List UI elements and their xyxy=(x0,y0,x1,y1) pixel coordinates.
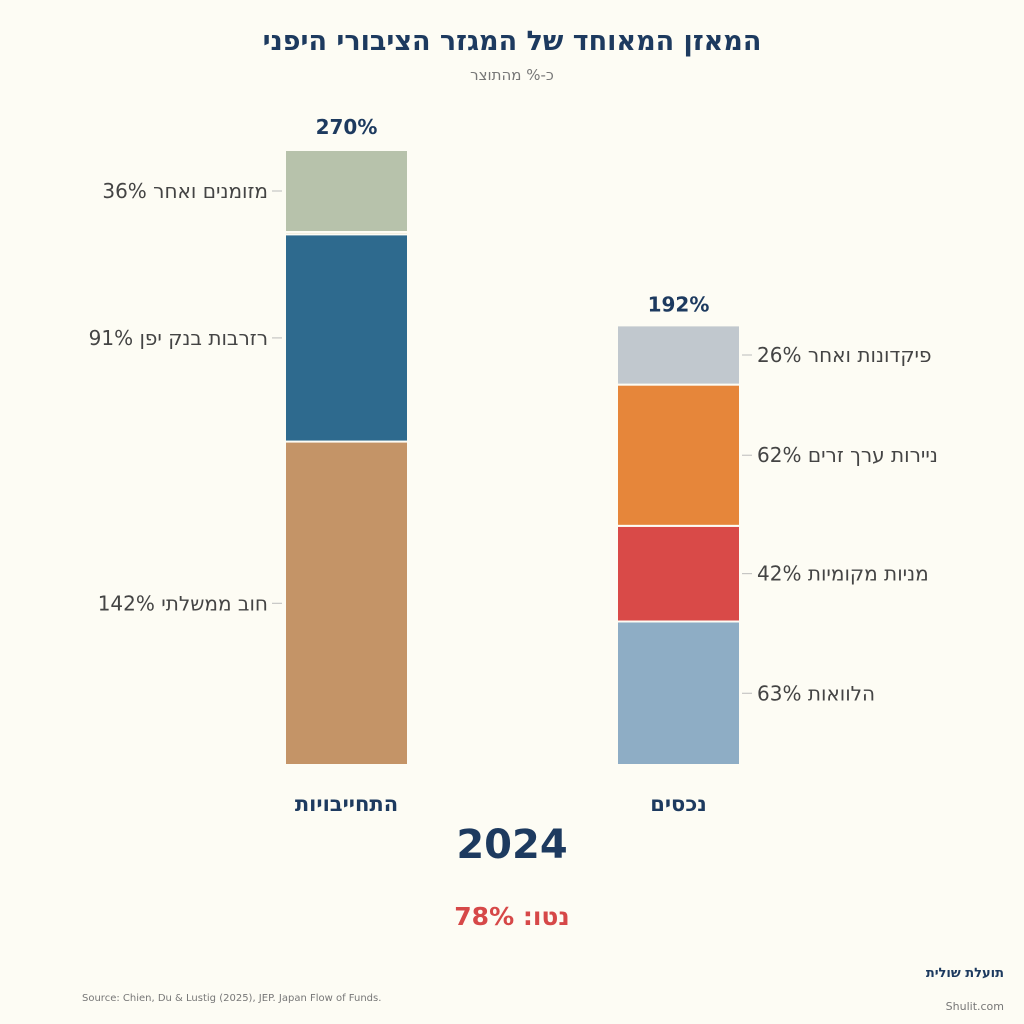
bar-total-label: 192% xyxy=(648,293,710,317)
bar-total-label: 270% xyxy=(316,115,378,139)
segment-label: 26% פיקדונות ואחר xyxy=(757,343,931,367)
category-label: נכסים xyxy=(650,792,707,816)
segment-label: 36% מזומנים ואחר xyxy=(102,179,268,203)
bar-segment xyxy=(616,383,741,527)
segment-label: 42% מניות מקומיות xyxy=(757,562,929,586)
category-label: התחייבויות xyxy=(295,792,398,816)
bar-segment xyxy=(616,324,741,386)
segment-label: 62% ניירות ערך זרים xyxy=(757,443,938,467)
brand-name: תועלת שולית xyxy=(925,966,1004,981)
net-label: נטו: 78% xyxy=(454,902,570,931)
site-url[interactable]: Shulit.com xyxy=(945,1000,1004,1013)
stacked-bar-chart: 142% חוב ממשלתי 91% רזרבות בנק יפן 36% מזו… xyxy=(89,115,938,816)
bar-segment xyxy=(284,233,409,443)
year-label: 2024 xyxy=(456,822,568,868)
bar-segment xyxy=(616,620,741,766)
segment-label: 91% רזרבות בנק יפן xyxy=(89,326,268,350)
bar-segment xyxy=(616,524,741,623)
source-note: Source: Chien, Du & Lustig (2025), JEP. … xyxy=(82,993,382,1004)
segment-label: 63% הלוואות xyxy=(757,681,875,705)
chart-subtitle: כ-% מהתוצר xyxy=(470,66,554,84)
bar-segment xyxy=(284,149,409,233)
segment-label: 142% חוב ממשלתי xyxy=(98,591,268,615)
bar-segment xyxy=(284,440,409,766)
chart-title: המאזן המאוחד של המגזר הציבורי היפני xyxy=(262,26,762,57)
